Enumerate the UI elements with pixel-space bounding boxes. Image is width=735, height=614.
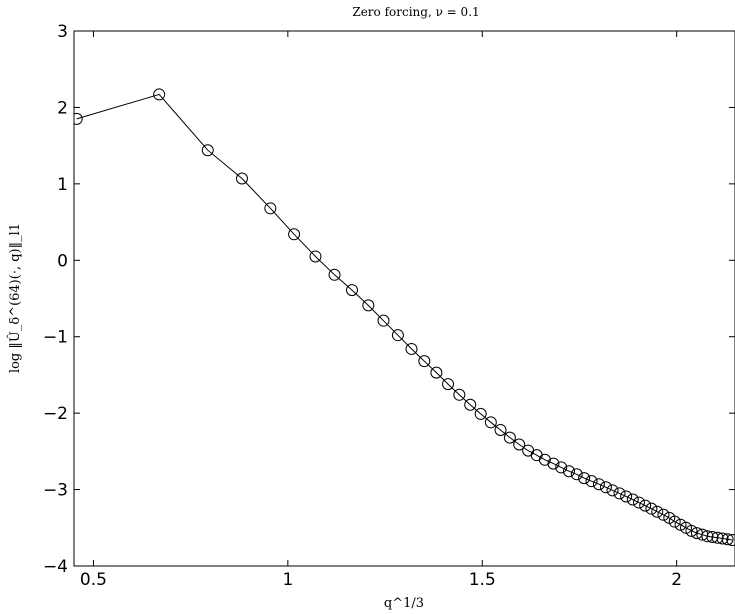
- data-point-marker: [578, 472, 591, 485]
- data-point-marker: [418, 355, 431, 368]
- data-point-marker: [405, 342, 418, 355]
- data-point-marker: [620, 490, 633, 503]
- data-point-marker: [632, 496, 645, 509]
- data-point-marker: [442, 378, 455, 391]
- data-point-marker: [585, 475, 598, 488]
- y-tick-label: 0: [57, 251, 68, 271]
- data-point-marker: [599, 481, 612, 494]
- x-axis: 0.5 1 1.5 2: [80, 31, 682, 590]
- data-point-marker: [377, 314, 390, 327]
- data-point-marker: [701, 530, 714, 543]
- data-point-marker: [721, 533, 734, 546]
- data-point-marker: [626, 493, 639, 506]
- data-point-marker: [657, 508, 670, 521]
- data-point-marker: [613, 487, 626, 500]
- data-point-marker: [547, 457, 560, 470]
- data-point-marker: [328, 268, 341, 281]
- data-point-marker: [430, 366, 443, 379]
- data-point-marker: [716, 532, 729, 545]
- y-tick-label: 2: [57, 98, 68, 118]
- y-tick-label: −2: [43, 404, 68, 424]
- x-tick-label: 1: [282, 570, 293, 590]
- y-axis-label: log ‖Û_δ^(64)(·, q)‖_l1: [6, 223, 23, 373]
- data-point-marker: [570, 468, 583, 481]
- data-point-marker: [346, 284, 359, 297]
- x-tick-label: 1.5: [469, 570, 496, 590]
- data-point-marker: [562, 465, 575, 478]
- data-point-marker: [309, 250, 322, 263]
- data-point-marker: [201, 144, 214, 157]
- data-point-marker: [645, 502, 658, 515]
- data-point-marker: [685, 524, 698, 537]
- data-point-marker: [464, 398, 477, 411]
- y-tick-label: 3: [57, 22, 68, 42]
- data-point-marker: [639, 499, 652, 512]
- data-point-marker: [74, 112, 83, 125]
- data-point-marker: [474, 407, 487, 420]
- y-tick-label: −4: [43, 557, 68, 577]
- x-tick-label: 2: [671, 570, 682, 590]
- data-point-marker: [726, 534, 735, 547]
- y-tick-label: −3: [43, 481, 68, 501]
- data-point-marker: [288, 228, 301, 241]
- data-point-marker: [391, 329, 404, 342]
- data-point-marker: [555, 461, 568, 474]
- y-axis: −4 −3 −2 −1 0 1 2 3: [43, 22, 735, 577]
- chart-title: Zero forcing, ν = 0.1: [352, 5, 479, 19]
- data-point-marker: [513, 438, 526, 451]
- data-point-marker: [235, 172, 248, 185]
- data-point-marker: [362, 299, 375, 312]
- data-point-marker: [706, 530, 719, 543]
- data-point-marker: [264, 202, 277, 215]
- plot-series: [74, 88, 735, 547]
- data-point-marker: [606, 484, 619, 497]
- y-tick-label: 1: [57, 175, 68, 195]
- x-axis-label: q^1/3: [384, 596, 424, 611]
- data-point-marker: [494, 423, 507, 436]
- data-point-marker: [711, 531, 724, 544]
- data-point-marker: [484, 416, 497, 429]
- x-tick-label: 0.5: [80, 570, 107, 590]
- plot-area-frame: [73, 30, 735, 567]
- data-point-marker: [592, 478, 605, 491]
- data-point-marker: [538, 453, 551, 466]
- data-point-marker: [503, 431, 516, 444]
- data-point-marker: [668, 515, 681, 528]
- data-point-marker: [453, 388, 466, 401]
- y-tick-label: −1: [43, 328, 68, 348]
- data-point-marker: [651, 505, 664, 518]
- data-point-marker: [153, 88, 166, 101]
